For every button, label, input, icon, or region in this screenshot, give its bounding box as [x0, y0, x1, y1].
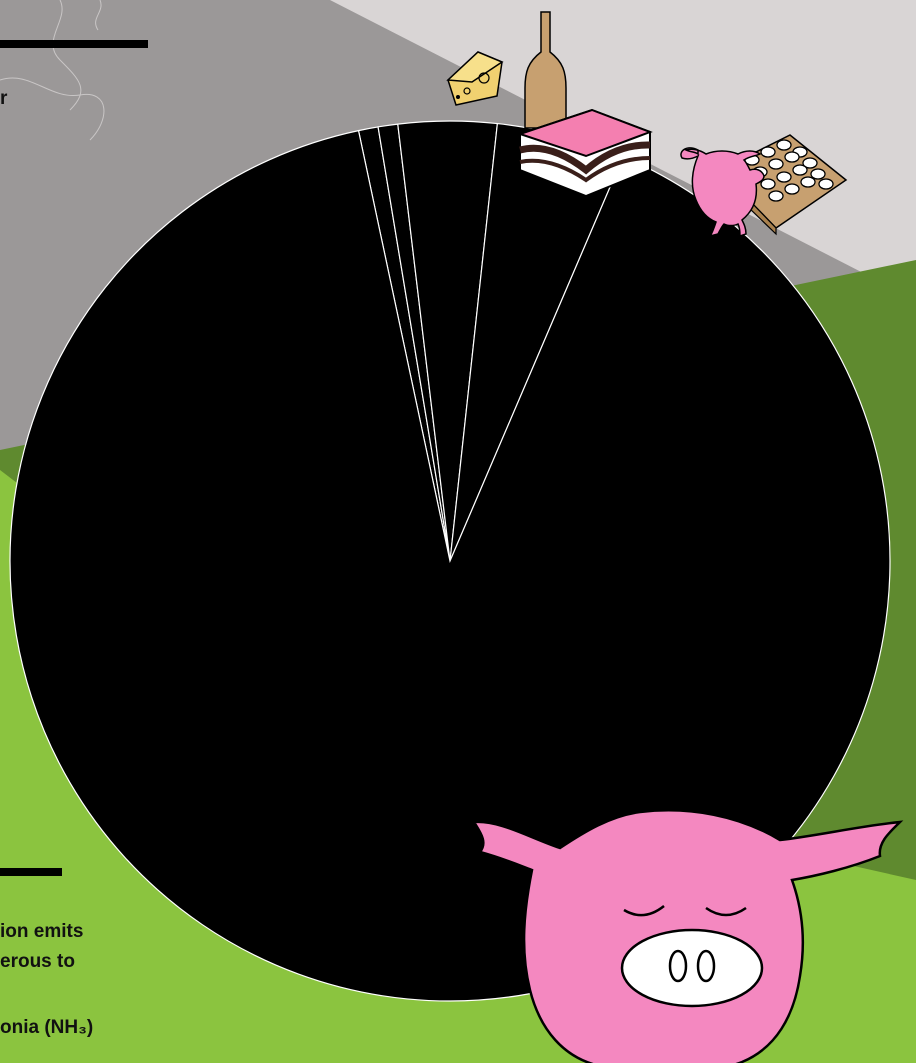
bottle-icon [525, 12, 566, 128]
header-fragment-text: r [0, 88, 8, 109]
header-rule [0, 40, 148, 48]
bottom-rule [0, 868, 62, 876]
text-line-3: onia (NH₃) [0, 1017, 93, 1038]
text-line-1: ion emits [0, 921, 83, 942]
text-line-2: erous to [0, 951, 75, 972]
cheese-icon [448, 52, 502, 105]
